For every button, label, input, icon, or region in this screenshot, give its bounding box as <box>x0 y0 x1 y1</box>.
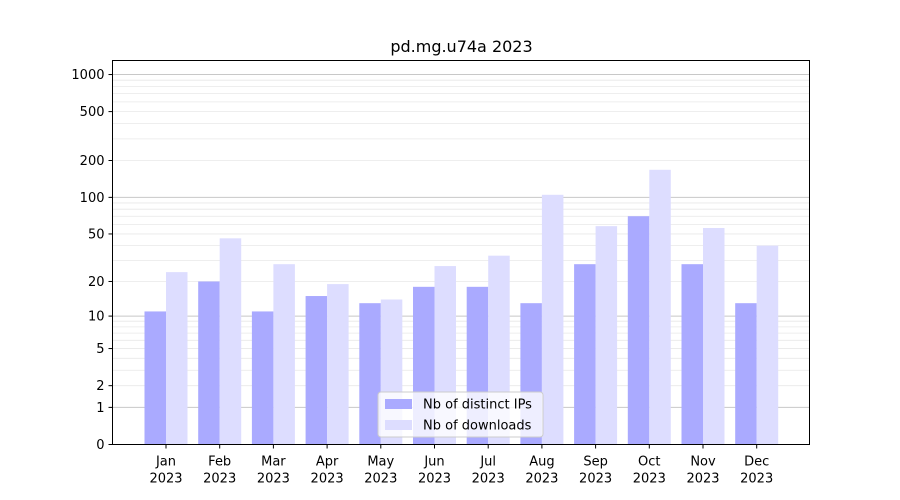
y-tick-label: 0 <box>96 438 104 453</box>
legend-box <box>377 391 544 438</box>
legend-label: Nb of distinct IPs <box>423 398 532 413</box>
bar-downloads <box>273 264 295 445</box>
plot-area-frame <box>112 60 810 445</box>
x-tick-label-year: 2023 <box>740 472 773 487</box>
y-tick-label: 1 <box>96 401 104 416</box>
bar-downloads <box>541 194 564 445</box>
x-tick-label-year: 2023 <box>203 472 236 487</box>
bar-downloads <box>219 238 242 445</box>
x-axis: Jan 2023 Feb 2023 Mar 2023 Apr 2023 May 2023 Jun 20… <box>149 444 773 487</box>
x-tick-label-month: Aug <box>529 455 554 470</box>
bar-distinct-ips <box>144 311 166 445</box>
x-tick-label-month: Jun <box>423 455 444 470</box>
legend-label: Nb of downloads <box>423 419 532 434</box>
x-tick-label-year: 2023 <box>525 472 558 487</box>
x-tick-label-year: 2023 <box>257 472 290 487</box>
y-tick-label: 50 <box>88 227 105 242</box>
x-tick-label-year: 2023 <box>311 472 344 487</box>
y-tick-label: 20 <box>88 275 105 290</box>
y-tick-label: 2 <box>96 379 104 394</box>
x-tick-label-year: 2023 <box>633 472 666 487</box>
bar-distinct-ips <box>251 311 274 445</box>
x-tick-label-year: 2023 <box>686 472 719 487</box>
y-tick-label: 500 <box>80 105 105 120</box>
bar-downloads <box>703 227 725 445</box>
y-axis: 0 1 2 5 10 20 50 100 200 500 1000 <box>71 68 113 453</box>
y-tick-label: 5 <box>96 342 104 357</box>
chart-title: pd.mg.u74a 2023 <box>390 37 532 56</box>
bar-downloads <box>595 226 618 445</box>
x-tick-label-month: Nov <box>690 455 716 470</box>
x-tick-label-month: Apr <box>316 455 339 470</box>
x-tick-label-year: 2023 <box>472 472 505 487</box>
x-tick-label-month: May <box>367 455 394 470</box>
x-tick-label-year: 2023 <box>579 472 612 487</box>
bar-downloads <box>327 284 349 445</box>
legend: Nb of distinct IPs Nb of downloads <box>377 391 544 438</box>
x-tick-label-month: Dec <box>744 455 769 470</box>
x-tick-label-month: Feb <box>208 455 231 470</box>
x-tick-label-year: 2023 <box>149 472 182 487</box>
x-tick-label-month: Mar <box>261 455 286 470</box>
bar-distinct-ips <box>681 264 703 445</box>
bar-distinct-ips <box>627 216 650 445</box>
bar-downloads <box>649 169 671 445</box>
bar-distinct-ips <box>305 296 328 445</box>
bar-downloads <box>166 272 188 445</box>
bar-distinct-ips <box>359 303 381 445</box>
x-tick-label-month: Sep <box>583 455 608 470</box>
legend-swatch <box>385 399 412 409</box>
y-tick-label: 1000 <box>71 68 104 83</box>
y-tick-label: 100 <box>80 191 105 206</box>
y-tick-label: 200 <box>80 154 105 169</box>
x-tick-label-month: Oct <box>638 455 660 470</box>
bar-distinct-ips <box>574 264 596 445</box>
x-tick-label-year: 2023 <box>364 472 397 487</box>
bar-distinct-ips <box>198 281 220 445</box>
x-tick-label-month: Jan <box>155 455 176 470</box>
bar-distinct-ips <box>735 303 757 445</box>
x-tick-label-year: 2023 <box>418 472 451 487</box>
x-tick-label-month: Jul <box>479 455 496 470</box>
legend-swatch <box>385 420 412 430</box>
y-tick-label: 10 <box>88 310 105 325</box>
bar-downloads <box>756 245 779 445</box>
